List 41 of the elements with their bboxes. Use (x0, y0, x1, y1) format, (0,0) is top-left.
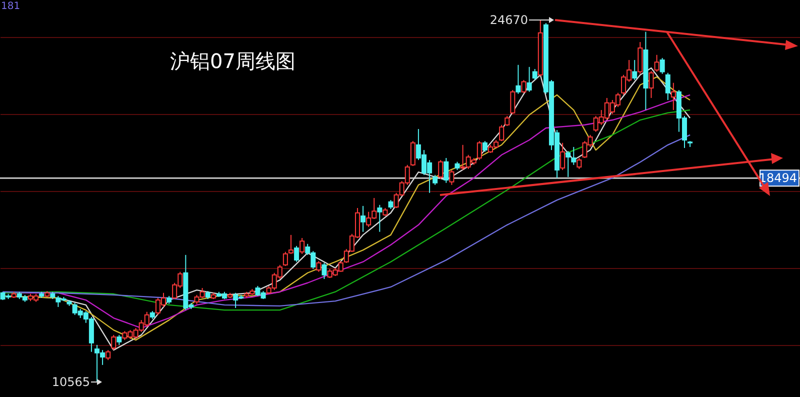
candlestick (282, 251, 288, 266)
candlestick (377, 204, 382, 232)
annotation: 10565 (52, 375, 90, 389)
candlestick (322, 262, 327, 280)
annotation: 181 (1, 1, 20, 12)
candlestick (294, 245, 300, 262)
candlestick (410, 140, 416, 166)
candlestick (438, 160, 444, 180)
candlestick (632, 60, 638, 81)
candlestick (504, 115, 510, 126)
candlestick (499, 124, 504, 142)
candlestick (316, 260, 322, 272)
candlestick (660, 57, 665, 74)
candlestick (106, 350, 111, 361)
candlestick (648, 70, 654, 98)
candlestick (576, 157, 582, 170)
candlestick (432, 174, 438, 186)
candlestick (300, 237, 305, 254)
candlestick (670, 82, 676, 111)
candlestick (510, 90, 516, 114)
annotation: 24670 (490, 13, 528, 27)
text: 沪铝07周线图 (170, 49, 296, 73)
candlestick (654, 54, 660, 72)
candlestick (111, 334, 116, 351)
candlestick (526, 66, 532, 92)
candlestick (571, 146, 576, 166)
candlestick (516, 64, 521, 94)
candlestick (449, 170, 454, 186)
candlestick (360, 205, 366, 232)
candlestick (116, 334, 122, 346)
candlestick (638, 42, 643, 74)
candlestick (532, 68, 538, 81)
ref-line-label: 18494 (758, 171, 797, 186)
candlestick (288, 234, 294, 254)
candlestick (566, 150, 571, 178)
candlestick (521, 80, 526, 94)
candlestick (444, 157, 449, 184)
candlestick (665, 72, 670, 101)
candlestick (482, 140, 488, 152)
candlestick (476, 140, 482, 161)
candlestick (560, 142, 566, 171)
